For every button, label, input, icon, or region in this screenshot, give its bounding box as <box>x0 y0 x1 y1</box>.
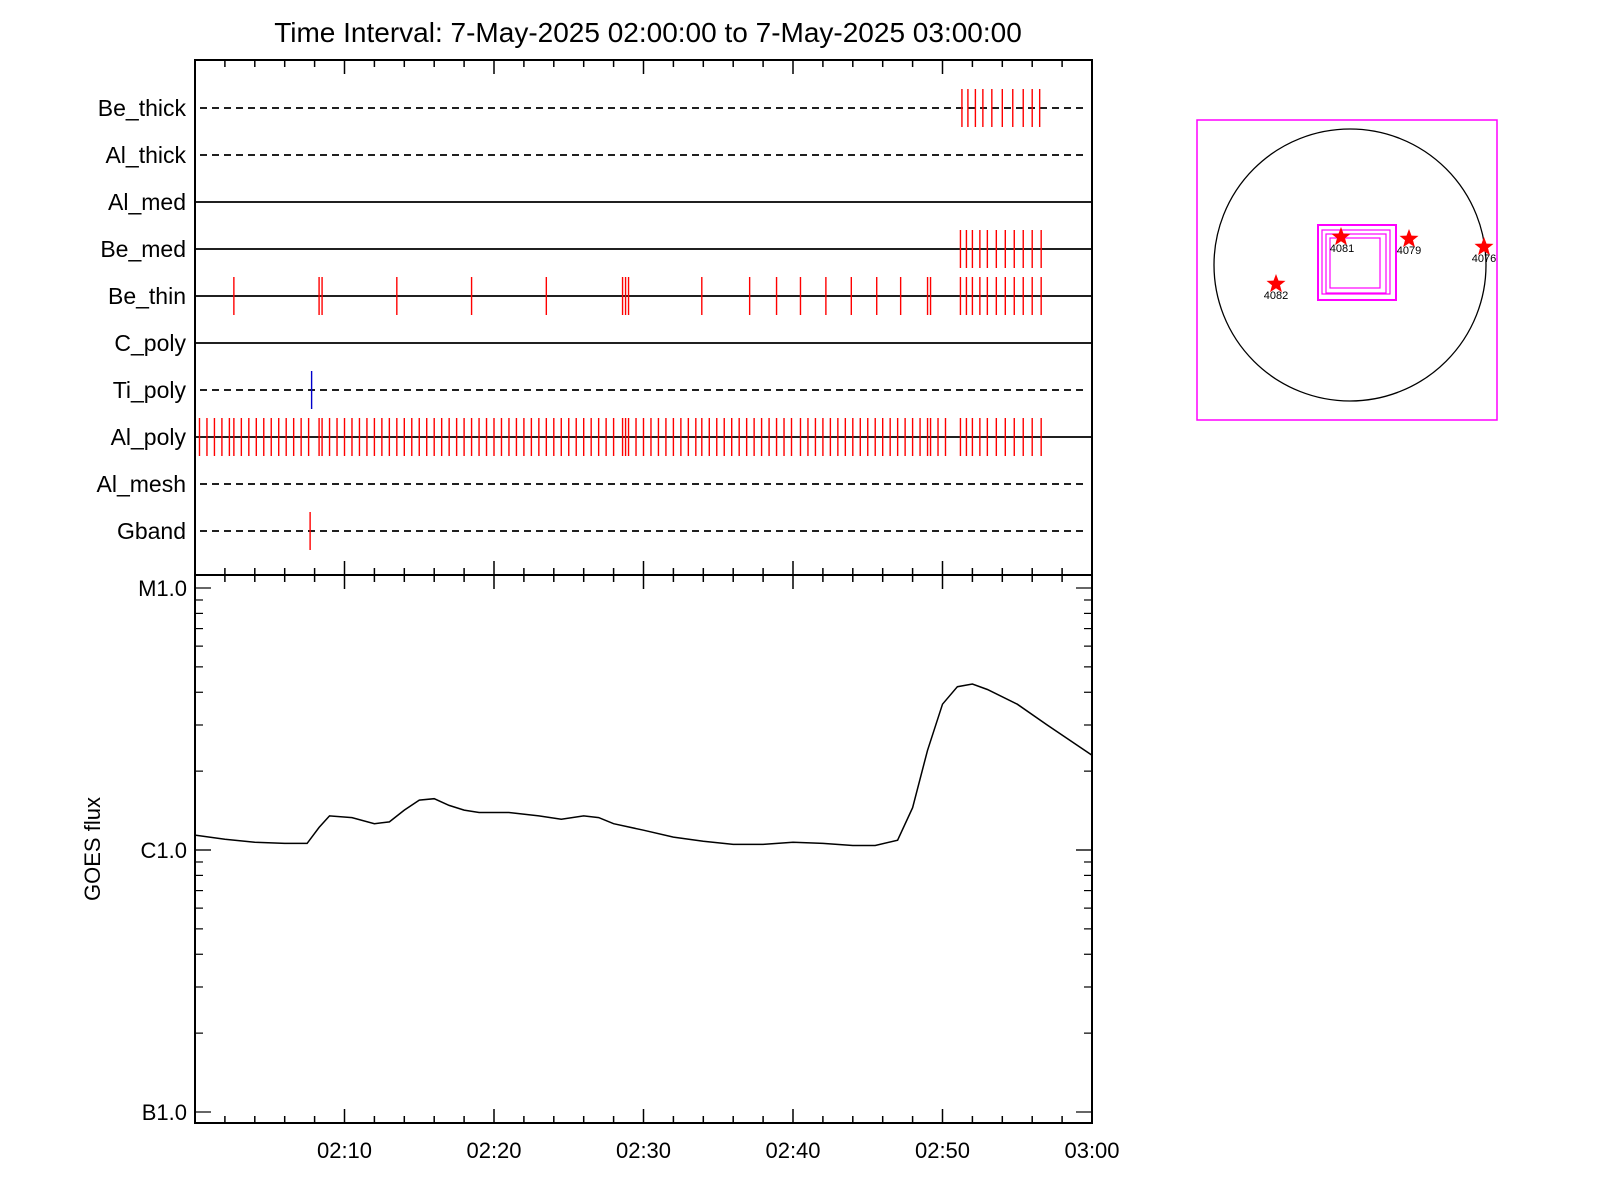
upper-plot-frame <box>194 59 1093 576</box>
goes-y-ticks: M1.0 C1.0 B1.0 <box>138 576 1092 1125</box>
filter-row: C_poly <box>114 330 1092 356</box>
upper-x-ticks <box>224 60 1063 575</box>
goes-x-ticks: 02:10 02:20 02:30 02:40 02:50 03:00 <box>224 575 1120 1163</box>
filter-row: Ti_poly <box>113 371 1088 409</box>
filter-row-label: Al_med <box>108 189 186 215</box>
active-region-label: 4081 <box>1330 243 1354 255</box>
active-region-marker: 4079 <box>1397 229 1421 257</box>
solar-disk-map: 4081 4079 4076 4082 <box>1196 119 1498 421</box>
goes-flux-panel: 02:10 02:20 02:30 02:40 02:50 03:00 M1.0 C1.0 B… <box>80 574 1120 1163</box>
star-icon <box>1474 237 1494 256</box>
x-tick-label: 02:50 <box>915 1138 970 1163</box>
x-tick-label: 02:40 <box>765 1138 820 1163</box>
active-region-marker: 4082 <box>1264 274 1288 302</box>
filter-row-label: Gband <box>117 518 186 544</box>
active-region-label: 4082 <box>1264 290 1288 302</box>
active-region-label: 4079 <box>1397 245 1421 257</box>
goes-plot-frame <box>194 574 1093 1124</box>
filter-row-label: Al_mesh <box>97 471 186 497</box>
filter-row-label: Be_thin <box>108 283 186 309</box>
pointing-box <box>1317 224 1397 301</box>
chart-title: Time Interval: 7-May-2025 02:00:00 to 7-… <box>274 17 1022 48</box>
pointing-box <box>1329 237 1381 289</box>
filter-timeline-panel: Be_thick Al_thick Al_med Be_med Be_thin C_pol… <box>97 59 1093 576</box>
filter-row-label: Be_med <box>100 236 186 262</box>
x-tick-label: 03:00 <box>1064 1138 1119 1163</box>
x-tick-label: 02:20 <box>466 1138 521 1163</box>
filter-row-label: Al_poly <box>111 424 187 450</box>
y-tick-label: C1.0 <box>141 838 187 863</box>
y-tick-label: M1.0 <box>138 576 187 601</box>
x-tick-label: 02:10 <box>317 1138 372 1163</box>
filter-row: Gband <box>117 512 1088 550</box>
filter-row: Al_mesh <box>97 471 1088 497</box>
active-region-marker: 4081 <box>1330 227 1354 255</box>
star-icon <box>1399 229 1419 248</box>
pointing-box <box>1321 229 1391 295</box>
active-region-label: 4076 <box>1472 253 1496 265</box>
y-tick-label: B1.0 <box>142 1100 187 1125</box>
filter-row-label: Be_thick <box>98 95 187 121</box>
star-icon <box>1266 274 1286 293</box>
goes-flux-series-line <box>194 683 1093 847</box>
filter-row: Be_thick <box>98 89 1088 127</box>
active-region-marker: 4076 <box>1472 237 1496 265</box>
pointing-box <box>1325 233 1387 294</box>
active-regions: 4081 4079 4076 4082 <box>1264 227 1496 302</box>
filter-row-label: Al_thick <box>105 142 186 168</box>
star-icon <box>1331 227 1351 246</box>
field-of-view-box <box>1196 119 1498 421</box>
filter-rows: Be_thick Al_thick Al_med Be_med Be_thin C_pol… <box>97 89 1092 550</box>
goes-y-axis-label: GOES flux <box>80 797 105 901</box>
filter-row-label: Ti_poly <box>113 377 187 403</box>
x-tick-label: 02:30 <box>616 1138 671 1163</box>
filter-row: Be_med <box>100 230 1092 268</box>
filter-row: Al_poly <box>111 418 1092 456</box>
filter-row: Al_thick <box>105 142 1088 168</box>
filter-row: Al_med <box>108 189 1092 215</box>
pointing-boxes <box>1317 224 1397 301</box>
solar-disk <box>1213 128 1487 402</box>
filter-row-label: C_poly <box>114 330 186 356</box>
filter-row: Be_thin <box>108 277 1092 315</box>
